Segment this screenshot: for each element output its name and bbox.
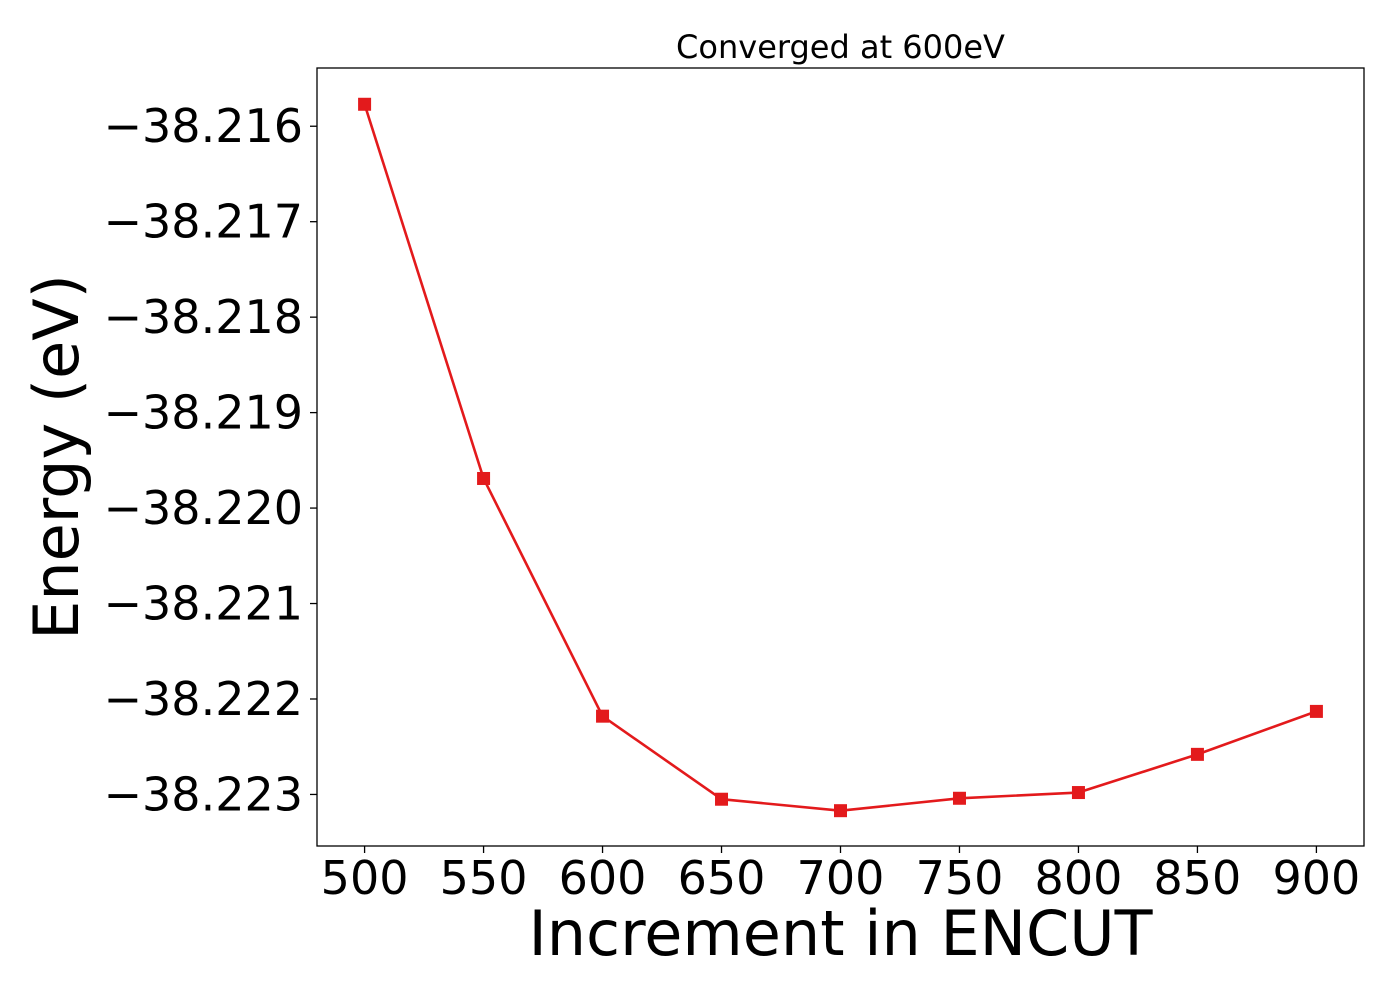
y-tick-label: −38.219 (104, 386, 304, 440)
x-tick-label: 700 (797, 851, 885, 905)
y-tick-label: −38.216 (104, 99, 304, 153)
data-point-marker (358, 97, 372, 111)
x-axis-ticks: 500 550 600 650 700 750 800 850 900 (321, 846, 1361, 905)
y-tick-label: −38.220 (104, 481, 304, 535)
x-axis-label: Increment in ENCUT (528, 897, 1153, 970)
data-point-marker (834, 804, 847, 818)
x-tick-label: 650 (678, 851, 766, 905)
x-tick-label: 750 (916, 851, 1004, 905)
x-tick-label: 800 (1035, 851, 1123, 905)
x-tick-label: 550 (440, 851, 528, 905)
y-tick-label: −38.223 (104, 767, 304, 821)
data-point-marker (596, 709, 610, 723)
data-point-marker (1309, 704, 1323, 718)
x-tick-label: 600 (559, 851, 647, 905)
data-point-marker (715, 792, 729, 806)
y-tick-label: −38.222 (104, 672, 304, 726)
data-point-marker (952, 791, 966, 805)
plot-layer (358, 97, 1323, 818)
y-tick-label: −38.218 (104, 290, 304, 344)
data-point-marker (1190, 747, 1204, 761)
y-tick-label: −38.221 (104, 577, 304, 631)
chart-title: Converged at 600eV (676, 28, 1005, 66)
x-tick-label: 900 (1273, 851, 1361, 905)
x-tick-label: 500 (321, 851, 409, 905)
y-axis-label: Energy (eV) (20, 274, 93, 640)
x-tick-label: 850 (1154, 851, 1242, 905)
y-axis-ticks: −38.216 −38.217 −38.218 −38.219 −38.220 −38.2… (104, 99, 317, 821)
y-tick-label: −38.217 (104, 195, 304, 249)
data-point-marker (477, 471, 491, 485)
data-point-marker (1071, 786, 1085, 800)
